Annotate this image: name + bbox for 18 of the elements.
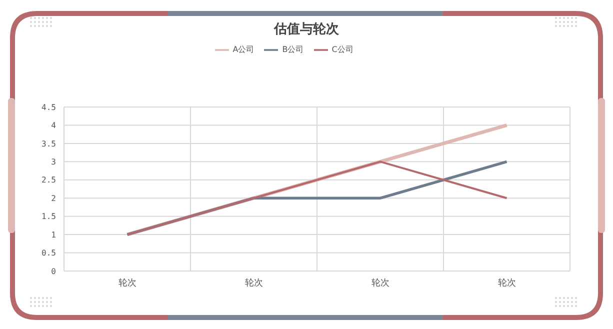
- y-tick-label: 2.5: [42, 176, 56, 185]
- y-tick-label: 4: [51, 121, 56, 130]
- y-tick-label: 4.5: [42, 102, 56, 112]
- x-tick-label: 轮次: [244, 277, 263, 288]
- legend-label: A公司: [232, 45, 254, 54]
- y-tick-label: 0.5: [42, 248, 56, 258]
- y-tick-label: 3.5: [42, 139, 56, 148]
- legend-label: C公司: [332, 45, 354, 54]
- y-tick-label: 1: [51, 230, 56, 240]
- y-tick-label: 3: [51, 158, 56, 167]
- x-tick-label: 轮次: [118, 277, 136, 288]
- x-tick-label: 轮次: [498, 277, 516, 288]
- chart-title: 估值与轮次: [272, 21, 340, 38]
- legend-label: B公司: [282, 45, 304, 54]
- y-tick-label: 1.5: [42, 212, 56, 222]
- y-tick-label: 2: [51, 194, 56, 203]
- y-tick-label: 0: [51, 266, 56, 276]
- x-tick-label: 轮次: [371, 277, 390, 288]
